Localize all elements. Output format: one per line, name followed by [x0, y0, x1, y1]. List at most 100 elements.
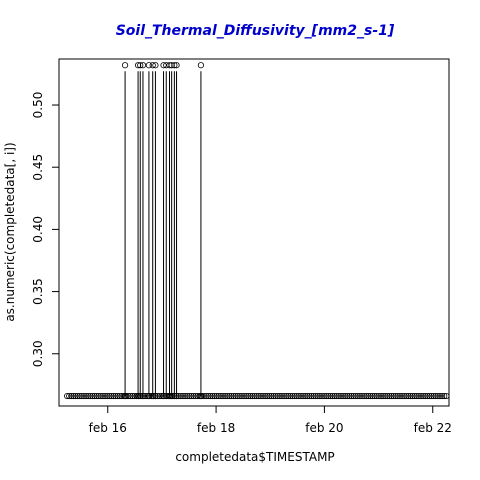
x-tick-label: feb 18	[197, 421, 235, 435]
data-point	[110, 392, 117, 400]
spike-point	[137, 62, 144, 69]
data-point	[224, 392, 231, 400]
spike-base-point	[145, 392, 153, 400]
data-point	[409, 392, 416, 400]
spike-base-point	[197, 392, 205, 400]
data-point	[156, 392, 163, 400]
spike-point	[171, 62, 178, 69]
spike-point	[173, 62, 180, 69]
spike-base-point	[121, 392, 129, 400]
data-point	[264, 392, 271, 400]
spike-point	[121, 62, 129, 69]
data-point	[106, 392, 113, 400]
data-point	[255, 392, 262, 400]
data-point	[386, 392, 393, 400]
spike-point	[152, 62, 159, 69]
data-point	[382, 392, 389, 400]
data-point	[398, 392, 406, 400]
baseline-points	[64, 392, 450, 400]
data-point	[369, 392, 376, 400]
data-point	[405, 392, 412, 400]
data-point	[373, 392, 380, 400]
data-point	[93, 392, 100, 400]
data-point	[384, 392, 391, 400]
data-point	[226, 392, 233, 400]
data-point	[234, 392, 241, 400]
data-point	[420, 392, 427, 400]
data-point	[363, 392, 370, 400]
spike-base-point	[139, 392, 147, 400]
data-point	[361, 392, 368, 400]
data-point	[74, 392, 81, 400]
data-point	[262, 392, 269, 400]
data-point	[430, 392, 437, 400]
data-point	[432, 392, 439, 400]
data-point	[295, 392, 302, 400]
data-point	[348, 392, 355, 400]
plot-frame	[58, 58, 450, 407]
data-point	[289, 392, 296, 400]
data-point	[396, 392, 404, 400]
data-point	[356, 392, 364, 400]
data-point	[76, 392, 83, 400]
data-point	[66, 392, 73, 400]
data-point	[104, 392, 111, 400]
spike-point	[166, 62, 173, 69]
data-point	[350, 392, 357, 400]
data-point	[268, 392, 275, 400]
spike-point	[145, 62, 153, 69]
data-point	[390, 392, 397, 400]
data-point	[291, 392, 298, 400]
data-point	[394, 392, 401, 400]
data-point	[407, 392, 414, 400]
data-point	[415, 392, 423, 400]
data-point	[354, 392, 361, 400]
data-point	[243, 392, 250, 400]
y-axis: 0.30 0.35 0.40 0.45 0.50	[31, 92, 60, 367]
y-tick-label: 0.35	[31, 278, 45, 305]
data-point	[112, 392, 119, 400]
data-point	[253, 392, 260, 400]
data-point	[365, 392, 372, 400]
data-point	[422, 392, 429, 400]
data-point	[306, 392, 313, 400]
data-point	[249, 392, 256, 400]
data-point	[205, 392, 212, 400]
y-tick-label: 0.30	[31, 340, 45, 367]
data-point	[190, 392, 197, 400]
data-point	[335, 392, 342, 400]
data-point	[274, 392, 281, 400]
data-point	[219, 392, 227, 400]
data-point	[209, 392, 216, 400]
data-point	[312, 392, 319, 400]
data-point	[99, 392, 107, 400]
data-point	[184, 392, 191, 400]
data-point	[186, 392, 193, 400]
data-point	[101, 392, 109, 400]
data-point	[270, 392, 277, 400]
data-point	[331, 392, 338, 400]
data-point	[257, 392, 265, 400]
data-point	[232, 392, 239, 400]
data-point	[329, 392, 336, 400]
data-point	[158, 392, 166, 400]
data-point	[245, 392, 252, 400]
data-point	[392, 392, 399, 400]
data-point	[95, 392, 102, 400]
data-point	[181, 392, 189, 400]
data-point	[428, 392, 435, 400]
data-point	[251, 392, 258, 400]
data-point	[333, 392, 340, 400]
data-point	[323, 392, 330, 400]
y-tick-label: 0.45	[31, 154, 45, 181]
y-tick-label: 0.40	[31, 216, 45, 243]
data-point	[179, 392, 187, 400]
spike-base-point	[134, 392, 142, 400]
data-point	[211, 392, 218, 400]
data-point	[297, 392, 305, 400]
data-point	[413, 392, 420, 400]
data-point	[64, 392, 71, 400]
data-point	[352, 392, 359, 400]
chart-title: Soil_Thermal_Diffusivity_[mm2_s-1]	[116, 23, 395, 39]
data-point	[316, 392, 324, 400]
